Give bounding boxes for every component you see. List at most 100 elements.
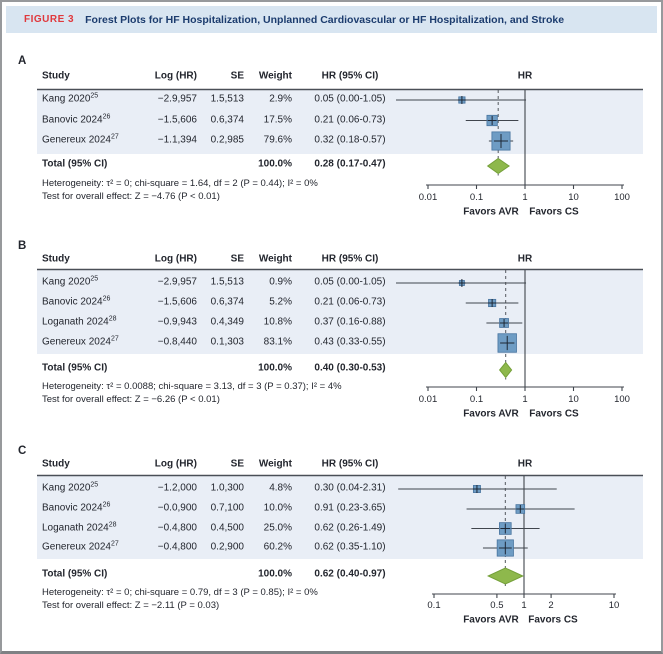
study-cell: Banovic 202426: [42, 113, 152, 126]
study-name: Banovic 2024: [42, 296, 103, 308]
study-reference-superscript: 27: [110, 540, 119, 548]
study-cell: Genereux 202427: [42, 335, 152, 348]
column-header-weight: Weight: [258, 458, 292, 470]
study-reference-superscript: 25: [90, 275, 99, 283]
axis-tick-label: 100: [614, 191, 630, 203]
study-name: Loganath 2024: [42, 316, 109, 328]
hr-ci-cell: 0.05 (0.00-1.05): [314, 276, 386, 288]
axis-tick-label: 2: [548, 599, 554, 611]
log-hr-cell: −0.4,800: [157, 522, 197, 534]
pooled-diamond: [486, 157, 510, 175]
se-cell: 0.6,374: [210, 296, 244, 308]
heterogeneity-note: Heterogeneity: τ² = 0.0088; chi-square =…: [42, 380, 342, 392]
study-cell: Loganath 202428: [42, 315, 152, 328]
study-cell: Banovic 202426: [42, 501, 152, 514]
log-hr-cell: −0.4,800: [157, 541, 197, 553]
study-name: Kang 2020: [42, 276, 91, 288]
axis-tick-label: 10: [568, 191, 579, 203]
axis-tick-label: 100: [614, 393, 630, 405]
weight-cell: 0.9%: [269, 276, 292, 288]
column-header-hr-ci: HR (95% CI): [321, 253, 379, 265]
log-hr-cell: −1.5,606: [157, 296, 197, 308]
favors-avr-label: Favors AVR: [463, 408, 519, 420]
se-cell: 0.4,349: [210, 316, 244, 328]
column-header-se: SE: [230, 70, 244, 82]
se-cell: 1.5,513: [210, 93, 244, 105]
study-name: Banovic 2024: [42, 502, 103, 514]
axis-tick-label: 1: [521, 599, 527, 611]
column-header-study: Study: [42, 253, 70, 265]
column-header-log-hr: Log (HR): [154, 70, 197, 82]
study-reference-superscript: 26: [102, 295, 111, 303]
study-name: Genereux 2024: [42, 541, 111, 553]
axis-tick-label: 0.1: [427, 599, 441, 611]
study-rows-band: [37, 476, 643, 559]
figure-number-label: FIGURE 3: [24, 14, 75, 25]
total-hr-ci: 0.40 (0.30-0.53): [314, 362, 386, 374]
figure-title: Forest Plots for HF Hospitalization, Unp…: [85, 13, 565, 26]
study-name: Loganath 2024: [42, 522, 109, 534]
study-cell: Kang 202025: [42, 92, 152, 105]
hr-ci-cell: 0.30 (0.04-2.31): [314, 482, 386, 494]
log-hr-cell: −1.5,606: [157, 114, 197, 126]
weight-cell: 79.6%: [263, 134, 292, 146]
weight-cell: 10.8%: [263, 316, 292, 328]
hr-ci-cell: 0.05 (0.00-1.05): [314, 93, 386, 105]
weight-cell: 4.8%: [269, 482, 292, 494]
column-header-hr-plot: HR: [517, 458, 533, 470]
study-reference-superscript: 25: [90, 481, 99, 489]
study-cell: Genereux 202427: [42, 540, 152, 553]
study-name: Kang 2020: [42, 482, 91, 494]
study-cell: Kang 202025: [42, 481, 152, 494]
pooled-diamond: [487, 567, 525, 585]
panel-label: B: [18, 239, 27, 252]
column-header-hr-plot: HR: [517, 70, 533, 82]
study-name: Genereux 2024: [42, 336, 111, 348]
study-name: Kang 2020: [42, 93, 91, 105]
hr-ci-cell: 0.62 (0.26-1.49): [314, 522, 386, 534]
hr-ci-cell: 0.91 (0.23-3.65): [314, 502, 386, 514]
total-hr-ci: 0.28 (0.17-0.47): [314, 158, 386, 170]
axis-tick-label: 0.01: [418, 191, 438, 203]
column-header-se: SE: [230, 253, 244, 265]
weight-cell: 5.2%: [269, 296, 292, 308]
total-hr-ci: 0.62 (0.40-0.97): [314, 568, 386, 580]
total-weight: 100.0%: [258, 158, 292, 170]
favors-cs-label: Favors CS: [529, 206, 579, 218]
favors-cs-label: Favors CS: [529, 408, 579, 420]
study-reference-superscript: 25: [90, 92, 99, 100]
se-cell: 0.4,500: [210, 522, 244, 534]
log-hr-cell: −0.8,440: [157, 336, 197, 348]
axis-tick-label: 1: [522, 191, 528, 203]
column-header-se: SE: [230, 458, 244, 470]
overall-effect-note: Test for overall effect: Z = −4.76 (P < …: [42, 190, 220, 202]
study-name: Banovic 2024: [42, 114, 103, 126]
study-reference-superscript: 26: [102, 501, 111, 509]
study-reference-superscript: 28: [108, 520, 117, 528]
log-hr-cell: −1.1,394: [157, 134, 197, 146]
se-cell: 0.6,374: [210, 114, 244, 126]
weight-cell: 17.5%: [263, 114, 292, 126]
log-hr-cell: −2.9,957: [157, 93, 197, 105]
weight-cell: 25.0%: [263, 522, 292, 534]
column-header-study: Study: [42, 70, 70, 82]
column-header-log-hr: Log (HR): [154, 458, 197, 470]
study-reference-superscript: 27: [110, 133, 119, 141]
panel-label: A: [18, 54, 27, 67]
total-label: Total (95% CI): [42, 158, 108, 170]
log-hr-cell: −0.0,900: [157, 502, 197, 514]
hr-ci-cell: 0.21 (0.06-0.73): [314, 296, 386, 308]
weight-cell: 83.1%: [263, 336, 292, 348]
axis-tick-label: 10: [568, 393, 579, 405]
heterogeneity-note: Heterogeneity: τ² = 0; chi-square = 1.64…: [42, 177, 318, 189]
axis-tick-label: 0.01: [418, 393, 438, 405]
overall-effect-note: Test for overall effect: Z = −6.26 (P < …: [42, 393, 220, 405]
pooled-diamond: [498, 361, 513, 379]
log-hr-cell: −2.9,957: [157, 276, 197, 288]
column-header-weight: Weight: [258, 253, 292, 265]
se-cell: 1.5,513: [210, 276, 244, 288]
total-weight: 100.0%: [258, 568, 292, 580]
favors-cs-label: Favors CS: [528, 614, 578, 626]
column-header-log-hr: Log (HR): [154, 253, 197, 265]
